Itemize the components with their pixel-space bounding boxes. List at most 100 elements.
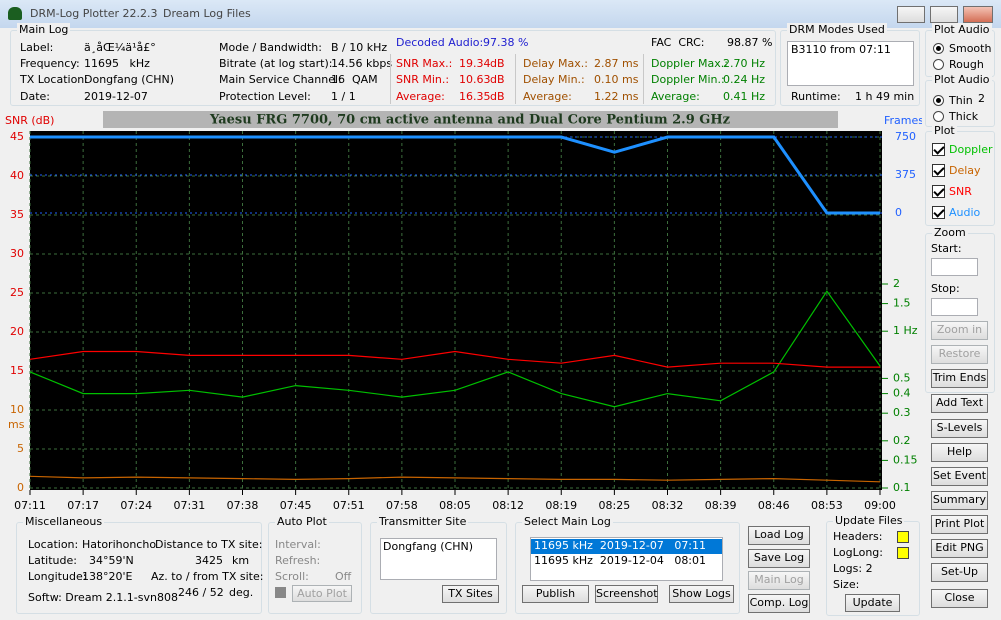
- side-button[interactable]: S-Levels: [931, 419, 988, 438]
- auto-plot-check[interactable]: [275, 587, 286, 598]
- tx-sites-button[interactable]: TX Sites: [442, 585, 499, 603]
- scroll-label: Scroll:: [275, 570, 309, 583]
- series-line: [30, 135, 880, 215]
- misc-group: Miscellaneous: [16, 515, 262, 614]
- side-button[interactable]: Close: [931, 589, 988, 608]
- group-title: Main Log: [17, 23, 71, 37]
- auto-plot-button[interactable]: Auto Plot: [292, 585, 352, 602]
- snr-stat-value: 19.34: [459, 57, 491, 70]
- log-action-button[interactable]: Show Logs: [669, 585, 734, 603]
- latitude-label: Latitude:: [28, 554, 77, 567]
- plot-title-bar: [103, 111, 838, 128]
- hz-tick-label: 0.5: [893, 371, 911, 384]
- frames-tick-label: 0: [895, 206, 902, 219]
- checkbox[interactable]: [932, 164, 945, 177]
- update-button[interactable]: Update: [845, 594, 900, 612]
- close-window-button[interactable]: [963, 6, 993, 23]
- size-label: Size:: [833, 578, 860, 591]
- zoom-group: Zoom: [925, 226, 995, 393]
- distance-label: Distance to TX site:: [155, 538, 263, 551]
- x-tick-label: 07:17: [67, 499, 99, 512]
- plot: Yaesu FRG 7700, 70 cm active antenna and…: [5, 111, 922, 512]
- plot-area: [30, 131, 882, 490]
- side-button[interactable]: Set-Up: [931, 563, 988, 582]
- window-subtitle: Dream Log Files: [163, 7, 251, 20]
- side-button[interactable]: Set Event: [931, 467, 988, 486]
- azimuth-unit: deg.: [229, 586, 254, 599]
- checkbox[interactable]: [932, 206, 945, 219]
- zoom-button[interactable]: Restore: [931, 345, 988, 364]
- delay-stat-label: Delay Max.:: [523, 57, 588, 70]
- x-tick-label: 07:58: [386, 499, 418, 512]
- transmitter-list[interactable]: [380, 538, 497, 580]
- zoom-stop-input[interactable]: [931, 298, 978, 316]
- zoom-button[interactable]: Trim Ends: [931, 369, 988, 388]
- snr-stat-label: Average:: [396, 90, 445, 103]
- radio[interactable]: [933, 43, 944, 54]
- hz-tick-label: 0.2: [893, 434, 911, 447]
- series-line: [29, 290, 881, 408]
- headers-label: Headers:: [833, 530, 883, 543]
- side-button[interactable]: Edit PNG: [931, 539, 988, 558]
- y-tick-label: 25: [10, 286, 24, 299]
- log-action-button[interactable]: Publish: [522, 585, 589, 603]
- radio[interactable]: [933, 59, 944, 70]
- side-button[interactable]: Help: [931, 443, 988, 462]
- x-tick-label: 07:45: [280, 499, 312, 512]
- snr-stat-value: 16.35: [459, 90, 491, 103]
- delay-stat-value: 1.22: [594, 90, 619, 103]
- side-button[interactable]: Add Text: [931, 394, 988, 413]
- side-button[interactable]: Summary: [931, 491, 988, 510]
- field-label: Main Service Channel:: [219, 73, 342, 86]
- auto-plot-group: Auto Plot: [268, 515, 362, 614]
- side-button[interactable]: Print Plot: [931, 515, 988, 534]
- x-tick-label: 07:38: [227, 499, 259, 512]
- log-item: 11695 kHz 2019-12-07 07:11: [534, 539, 707, 552]
- decoded-audio-label: Decoded Audio:: [396, 36, 484, 49]
- field-label: Frequency:: [20, 57, 80, 70]
- plot-select-group: Plot: [925, 124, 995, 226]
- runtime-label: Runtime:: [791, 90, 841, 103]
- frames-axis-label: Frames: [884, 114, 922, 127]
- location-value: Hatorihoncho: [82, 538, 157, 551]
- group-title: Plot: [932, 124, 957, 138]
- zoom-stop-label: Stop:: [931, 282, 960, 295]
- radio-label: Smooth: [949, 42, 992, 55]
- log-button[interactable]: Comp. Log: [748, 593, 810, 613]
- minimize-button[interactable]: [897, 6, 925, 23]
- radio[interactable]: [933, 95, 944, 106]
- log-button[interactable]: Save Log: [748, 548, 810, 568]
- modes-list[interactable]: [787, 41, 914, 86]
- radio[interactable]: [933, 111, 944, 122]
- group-title: Plot Audio: [932, 23, 992, 37]
- doppler-stat-value: 0.24 Hz: [723, 73, 766, 86]
- select-log-group: Select Main Log: [515, 515, 740, 614]
- field-label: Mode / Bandwidth:: [219, 41, 322, 54]
- x-tick-label: 08:19: [545, 499, 577, 512]
- x-tick-label: 07:51: [333, 499, 365, 512]
- line-width-value: 2: [978, 92, 985, 105]
- log-button[interactable]: Main Log: [748, 571, 810, 590]
- zoom-start-input[interactable]: [931, 258, 978, 276]
- frames-tick-label: 375: [895, 168, 916, 181]
- x-tick-label: 08:46: [758, 499, 790, 512]
- delay-stat-unit: ms: [622, 90, 639, 103]
- hz-tick-label: 1 Hz: [893, 324, 918, 337]
- interval-label: Interval:: [275, 538, 321, 551]
- group-title: DRM Modes Used: [787, 23, 887, 37]
- transmitter-item: Dongfang (CHN): [383, 540, 473, 553]
- y-tick-label: 20: [10, 325, 24, 338]
- log-action-button[interactable]: Screenshot: [595, 585, 658, 603]
- logs-count: Logs: 2: [833, 562, 873, 575]
- longitude-value: 138°20'E: [82, 570, 133, 583]
- delay-stat-value: 2.87: [594, 57, 619, 70]
- log-button[interactable]: Load Log: [748, 526, 810, 545]
- zoom-button[interactable]: Zoom in: [931, 321, 988, 340]
- y-tick-label: 15: [10, 364, 24, 377]
- maximize-button[interactable]: [930, 6, 958, 23]
- checkbox[interactable]: [932, 185, 945, 198]
- checkbox[interactable]: [932, 143, 945, 156]
- decoded-audio-value: 97.38 %: [483, 36, 529, 49]
- y-axis-label: SNR (dB): [5, 114, 54, 127]
